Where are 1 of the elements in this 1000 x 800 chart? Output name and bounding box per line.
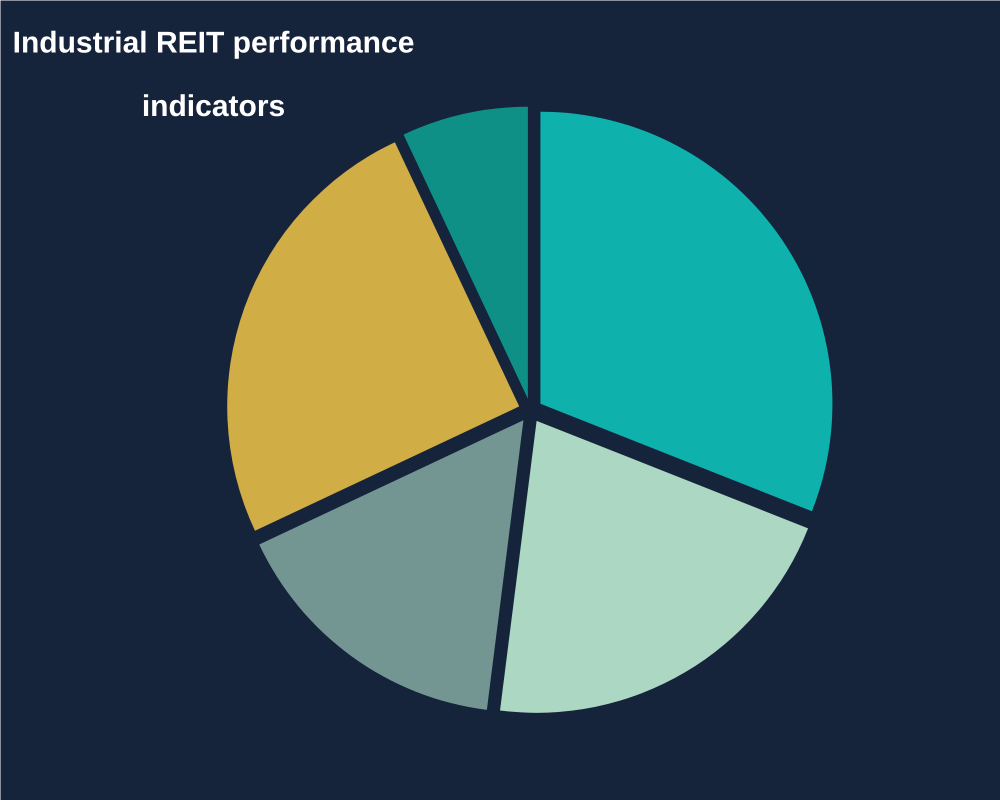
chart-title: Industrial REIT performance indicators (12, 26, 414, 124)
